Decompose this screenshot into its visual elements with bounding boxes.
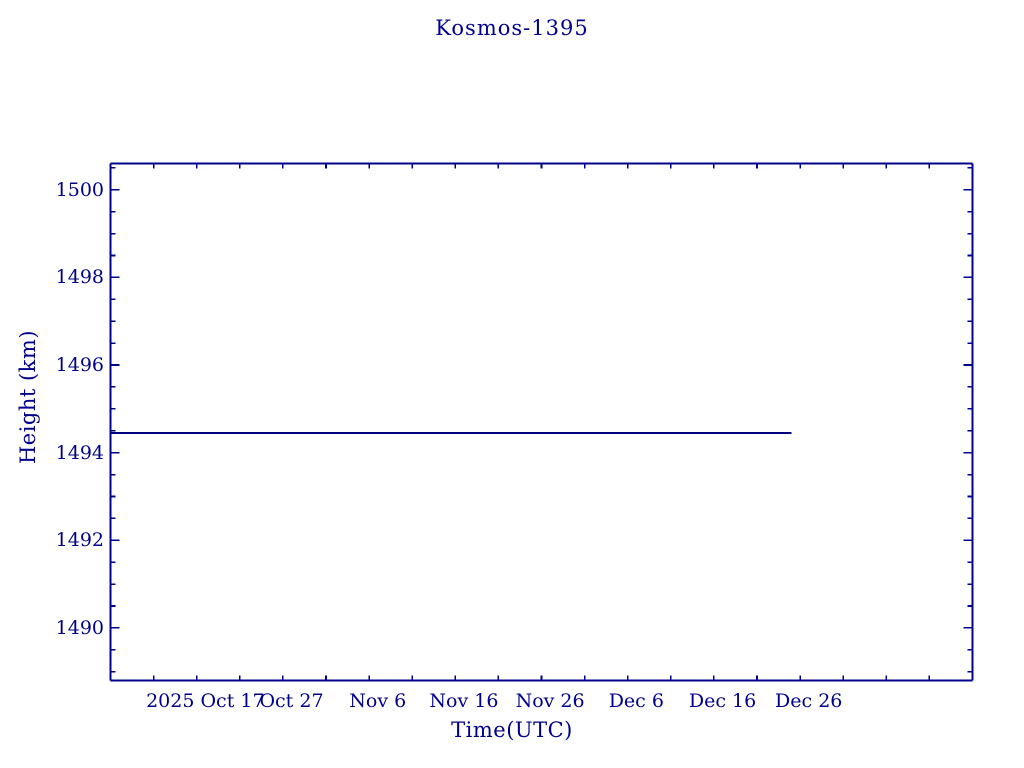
y-tick-label: 1492 xyxy=(55,529,104,552)
x-axis-title: Time(UTC) xyxy=(451,718,573,742)
axis-ticks xyxy=(109,163,974,681)
x-tick-label: Nov 6 xyxy=(349,690,407,712)
x-tick-label: Dec 26 xyxy=(775,690,843,712)
x-tick-label: Dec 6 xyxy=(608,690,664,712)
y-tick-label: 1500 xyxy=(55,178,104,201)
x-tick-label: Nov 16 xyxy=(429,690,499,712)
y-tick-label: 1498 xyxy=(55,266,104,289)
x-tick-label: Dec 16 xyxy=(688,690,757,712)
x-tick-label: Nov 26 xyxy=(515,690,585,712)
x-tick-label: 2025 Oct 17 xyxy=(146,690,265,712)
y-tick-label: 1494 xyxy=(55,441,104,464)
y-tick-label: 1496 xyxy=(55,354,104,377)
plot-frame xyxy=(109,162,974,682)
x-tick-label: Oct 27 xyxy=(259,690,324,712)
y-tick-label: 1490 xyxy=(55,616,104,639)
chart-title: Kosmos-1395 xyxy=(435,16,589,40)
